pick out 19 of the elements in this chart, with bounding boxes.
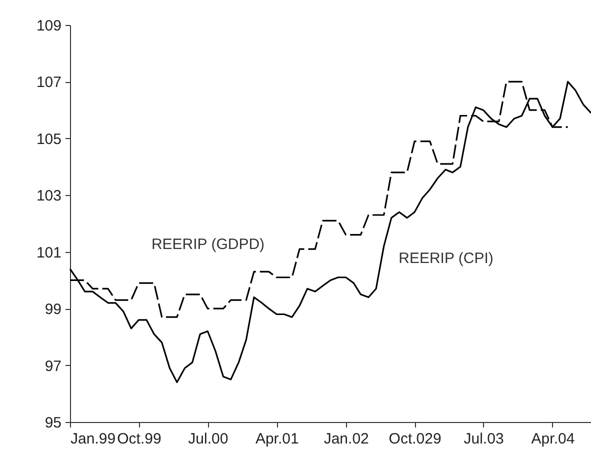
y-tick-label: 95 [44,414,62,432]
y-tick-label: 97 [44,358,62,375]
series-label: REERIP (GDPD) [151,236,265,253]
x-tick-label: Apr.04 [531,430,575,448]
x-tick-label: Oct.029 [388,430,442,448]
x-tick-label: Jul.00 [188,430,228,448]
x-tick-label: Oct.99 [117,430,162,448]
x-tick-label: Jan.02 [324,430,369,448]
y-tick-label: 99 [44,301,62,318]
y-tick-label: 105 [36,130,62,148]
y-tick-label: 101 [36,244,62,262]
y-tick-label: 107 [36,74,62,92]
y-tick-label: 109 [36,18,62,34]
line-series [69,80,591,384]
x-tick-label: Apr.01 [255,430,299,448]
series-label: REERIP (CPI) [398,250,494,267]
x-tick-label: Jan.99 [70,430,116,448]
x-tick-label: Jul.03 [464,430,504,448]
y-tick-label: 103 [36,188,62,205]
